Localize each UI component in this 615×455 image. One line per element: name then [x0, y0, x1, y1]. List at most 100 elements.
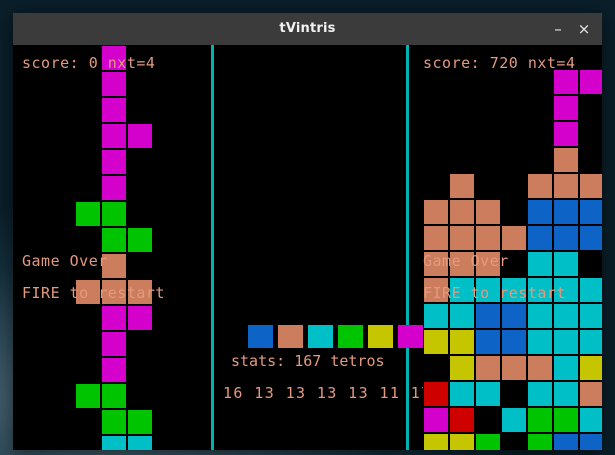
board-cell [449, 433, 475, 450]
board-cell [527, 199, 553, 225]
tvintris-window: tVintris – × score: 0 nxt=4 Game Over FI… [13, 13, 602, 450]
board-cell [101, 175, 127, 201]
board-cell [579, 381, 602, 407]
board-cell [449, 303, 475, 329]
board-cell [423, 329, 449, 355]
board-cell [101, 227, 127, 253]
board-cell [423, 277, 449, 303]
board-cell [553, 199, 579, 225]
close-icon[interactable]: × [577, 20, 591, 38]
board-cell [101, 435, 127, 450]
board-cell [101, 279, 127, 305]
board-cell [449, 225, 475, 251]
player-two-panel[interactable]: score: 720 nxt=4 Game Over FIRE to resta… [409, 45, 602, 450]
board-cell [127, 279, 153, 305]
board-cell [101, 331, 127, 357]
board-cell [553, 95, 579, 121]
board-cell [101, 123, 127, 149]
board-cell [527, 173, 553, 199]
board-cell [553, 303, 579, 329]
board-cell [423, 433, 449, 450]
board-cell [527, 355, 553, 381]
board-cell [101, 149, 127, 175]
board-cell [101, 71, 127, 97]
player-one-game-over: Game Over [22, 252, 108, 270]
board-cell [553, 121, 579, 147]
board-cell [423, 407, 449, 433]
stats-swatch [308, 325, 333, 348]
board-cell [527, 329, 553, 355]
board-cell [579, 69, 602, 95]
panel-separator-right [406, 45, 409, 450]
board-cell [553, 225, 579, 251]
board-cell [501, 225, 527, 251]
stats-swatch [368, 325, 393, 348]
board-cell [579, 355, 602, 381]
board-cell [553, 407, 579, 433]
board-cell [527, 433, 553, 450]
board-cell [423, 225, 449, 251]
stats-swatch [248, 325, 273, 348]
board-cell [527, 303, 553, 329]
board-cell [127, 409, 153, 435]
stats-panel: stats: 167 tetros 16 13 13 13 13 11 17 [214, 45, 453, 450]
board-cell [579, 433, 602, 450]
board-cell [101, 201, 127, 227]
board-cell [475, 277, 501, 303]
board-cell [553, 381, 579, 407]
board-cell [501, 355, 527, 381]
board-cell [423, 251, 449, 277]
board-cell [501, 407, 527, 433]
window-titlebar[interactable]: tVintris – × [13, 13, 602, 46]
board-cell [475, 329, 501, 355]
board-cell [449, 199, 475, 225]
board-cell [101, 383, 127, 409]
board-cell [579, 329, 602, 355]
board-cell [475, 355, 501, 381]
minimize-icon[interactable]: – [554, 20, 562, 38]
board-cell [527, 407, 553, 433]
board-cell [449, 381, 475, 407]
board-cell [579, 303, 602, 329]
board-cell [449, 251, 475, 277]
board-cell [475, 199, 501, 225]
board-cell [449, 173, 475, 199]
board-cell [475, 225, 501, 251]
board-cell [553, 147, 579, 173]
stats-swatch [398, 325, 423, 348]
board-cell [553, 277, 579, 303]
board-cell [475, 433, 501, 450]
board-cell [449, 329, 475, 355]
board-cell [127, 123, 153, 149]
board-cell [579, 199, 602, 225]
board-cell [501, 303, 527, 329]
board-cell [127, 435, 153, 450]
board-cell [579, 225, 602, 251]
board-cell [423, 303, 449, 329]
game-area[interactable]: score: 0 nxt=4 Game Over FIRE to restart… [13, 45, 602, 450]
stats-counts: 16 13 13 13 13 11 17 [223, 384, 432, 402]
stats-swatch [278, 325, 303, 348]
board-cell [579, 277, 602, 303]
board-cell [101, 409, 127, 435]
board-cell [553, 251, 579, 277]
board-cell [75, 279, 101, 305]
board-cell [553, 355, 579, 381]
board-cell [527, 381, 553, 407]
player-one-panel[interactable]: score: 0 nxt=4 Game Over FIRE to restart [13, 45, 211, 450]
board-cell [527, 277, 553, 303]
board-cell [475, 251, 501, 277]
window-title: tVintris [279, 21, 336, 36]
board-cell [553, 69, 579, 95]
board-cell [101, 357, 127, 383]
board-cell [449, 355, 475, 381]
board-cell [127, 227, 153, 253]
board-cell [553, 173, 579, 199]
board-cell [449, 277, 475, 303]
board-cell [527, 225, 553, 251]
board-cell [127, 305, 153, 331]
board-cell [75, 201, 101, 227]
board-cell [579, 173, 602, 199]
board-cell [423, 381, 449, 407]
board-cell [75, 383, 101, 409]
